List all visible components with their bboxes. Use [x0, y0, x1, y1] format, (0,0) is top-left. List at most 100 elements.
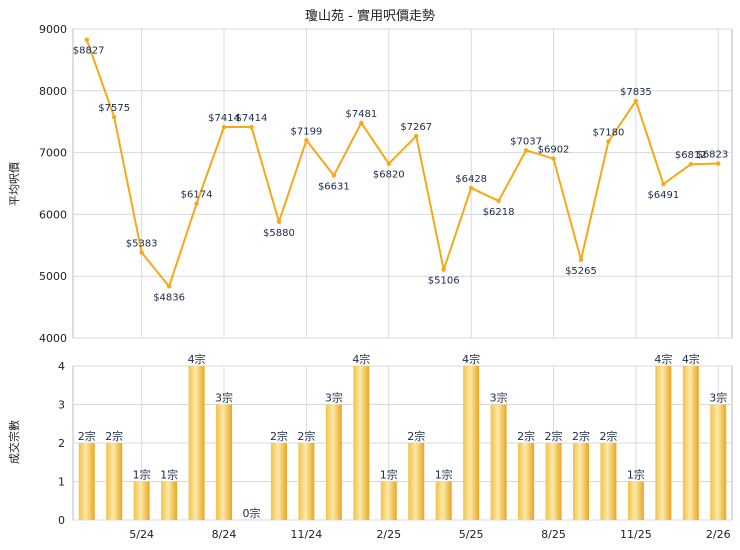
volume-bar [710, 404, 727, 520]
price-y-tick: 6000 [39, 208, 67, 221]
price-data-label: $6631 [318, 181, 350, 192]
price-data-label: $7414 [236, 113, 268, 124]
volume-data-label: 3宗 [215, 391, 233, 405]
volume-bar [682, 366, 699, 520]
price-point [414, 133, 419, 139]
price-point [276, 219, 282, 225]
volume-bar [325, 404, 342, 520]
price-data-label: $7037 [510, 136, 542, 147]
price-data-label: $5106 [428, 276, 460, 287]
x-tick-label: 2/26 [706, 528, 731, 541]
x-tick-label: 2/25 [376, 528, 401, 541]
volume-bar [78, 443, 95, 520]
volume-data-label: 1宗 [160, 468, 178, 482]
price-point [194, 201, 199, 206]
price-data-label: $7575 [98, 103, 130, 114]
price-data-label: $4836 [153, 292, 185, 303]
price-point [523, 148, 529, 153]
volume-bar [490, 404, 507, 520]
price-data-label: $5265 [565, 266, 597, 277]
volume-data-label: 3宗 [490, 391, 508, 405]
volume-bar [408, 443, 425, 520]
price-data-label: $6428 [455, 174, 487, 185]
price-point [578, 257, 584, 263]
price-axis-label: 平均呎價 [7, 162, 21, 206]
price-point [688, 162, 694, 167]
price-point [386, 161, 391, 166]
price-y-tick: 9000 [39, 23, 67, 36]
volume-y-tick: 4 [58, 360, 65, 373]
price-data-label: $6218 [483, 207, 515, 218]
volume-data-label: 4宗 [462, 352, 480, 366]
volume-bar [627, 481, 644, 520]
chart-title: 瓊山苑 - 實用呎價走勢 [305, 8, 435, 24]
volume-data-label: 2宗 [105, 429, 123, 443]
price-point [716, 161, 721, 166]
price-data-label: $6902 [538, 145, 570, 156]
volume-data-label: 4宗 [188, 352, 206, 366]
price-y-tick: 7000 [39, 147, 67, 160]
volume-data-label: 2宗 [270, 429, 288, 443]
volume-data-label: 4宗 [682, 352, 700, 366]
volume-data-label: 1宗 [133, 468, 151, 482]
volume-data-label: 4宗 [352, 352, 370, 366]
volume-chart: 0 1 2 3 4 5/24 8/24 11/24 2/25 5/25 8/25 11/25 2/26 2… [58, 352, 733, 541]
volume-data-label: 2宗 [78, 429, 96, 443]
price-data-label: $7414 [208, 113, 240, 124]
volume-data-label: 0宗 [242, 506, 260, 520]
volume-bar [572, 443, 589, 520]
volume-bar [463, 366, 480, 520]
volume-bar [655, 366, 672, 520]
price-y-tick: 8000 [39, 85, 67, 98]
price-point [331, 173, 337, 178]
volume-bar [380, 481, 397, 520]
volume-bar [161, 481, 178, 520]
volume-data-label: 3宗 [709, 391, 727, 405]
volume-data-label: 2宗 [297, 429, 315, 443]
price-point [139, 250, 144, 255]
volume-bar [435, 481, 452, 520]
price-y-tick: 5000 [39, 270, 67, 283]
price-plot-area [72, 28, 733, 339]
price-data-label: $6174 [181, 190, 213, 201]
volume-data-label: 2宗 [572, 429, 590, 443]
price-point [496, 198, 501, 204]
price-line [85, 39, 719, 288]
volume-data-label: 2宗 [599, 429, 617, 443]
x-tick-label: 5/24 [129, 528, 154, 541]
x-tick-label: 11/25 [620, 528, 652, 541]
price-data-label: $6812 [675, 150, 707, 161]
price-point [441, 267, 446, 272]
price-point [84, 37, 89, 42]
x-tick-label: 5/25 [459, 528, 484, 541]
volume-bar [133, 481, 150, 520]
price-point [468, 185, 474, 191]
price-data-label: $7835 [620, 87, 652, 98]
price-data-label: $6820 [373, 170, 405, 181]
volume-data-label: 3宗 [325, 391, 343, 405]
volume-bar [600, 443, 617, 520]
x-tick-label: 8/24 [212, 528, 237, 541]
volume-bar [518, 443, 535, 520]
price-data-label: $5880 [263, 228, 295, 239]
volume-y-tick: 3 [58, 399, 65, 412]
price-point [249, 124, 254, 130]
volume-bar [353, 366, 370, 520]
price-point [359, 120, 364, 126]
price-y-tick: 4000 [39, 332, 67, 345]
volume-bar [188, 366, 205, 520]
price-data-label: $7267 [400, 122, 432, 133]
price-point [551, 156, 556, 161]
volume-axis-label: 成交宗數 [7, 420, 21, 464]
price-point [606, 139, 611, 144]
volume-y-tick: 1 [58, 476, 65, 489]
price-point [111, 114, 117, 120]
price-data-label: $6491 [647, 190, 679, 201]
price-point [633, 98, 639, 104]
price-data-label: $7180 [593, 127, 625, 138]
price-point [166, 284, 172, 289]
volume-data-label: 1宗 [627, 468, 645, 482]
price-point [221, 124, 227, 130]
